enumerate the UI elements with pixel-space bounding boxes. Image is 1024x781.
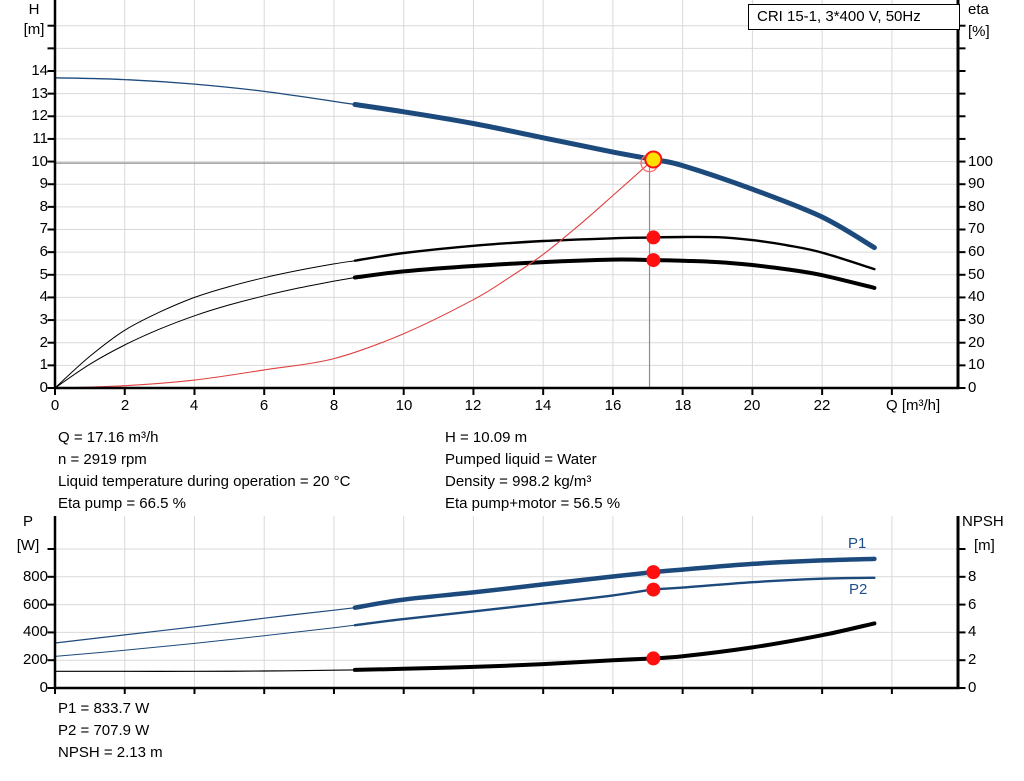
npsh-tick-label: 6 [968,596,977,613]
h-tick-label: 0 [39,379,48,396]
p2-curve-thin [54,624,355,657]
q-tick-label: 4 [189,397,199,414]
eta-pump-motor-curve-thick [352,257,877,290]
h-tick-label: 3 [39,311,48,328]
q-tick-label: 20 [743,397,761,414]
pump-title-box: CRI 15-1, 3*400 V, 50Hz [748,4,960,30]
q-tick-label: 2 [120,397,130,414]
p1-curve-thin [54,607,355,644]
head-curve-thin [54,77,355,106]
p-tick-label: 400 [22,623,48,640]
eta-tick-label: 100 [968,153,994,170]
h-tick-label: 2 [39,334,48,351]
system-curve [54,159,654,389]
eta-tick-label: 50 [968,266,985,283]
q-tick-label: 8 [329,397,339,414]
head-curve-thick [352,102,877,251]
h-tick-label: 1 [39,356,48,373]
npsh-duty-dot [646,651,661,666]
npsh-tick-label: 0 [968,679,977,696]
info-eta-total: Eta pump+motor = 56.5 % [445,495,621,512]
result-p1: P1 = 833.7 W [58,700,150,717]
h-tick-label: 5 [39,266,48,283]
eta-tick-label: 80 [968,198,985,215]
info-temperature: Liquid temperature during operation = 20… [58,473,351,490]
p-tick-label: 600 [22,596,48,613]
eta-pump-curve-thick [353,235,876,271]
eta-tick-label: 30 [968,311,985,328]
eta-tick-label: 70 [968,220,985,237]
q-axis-title: Q [m³/h] [886,397,941,414]
result-p2: P2 = 707.9 W [58,722,150,739]
npsh-curve-thin [55,669,355,672]
q-tick-label: 16 [604,397,622,414]
q-tick-label: 14 [534,397,552,414]
h-tick-label: 7 [39,220,48,237]
p1-duty-dot [646,565,661,580]
eta-pump-motor-duty-dot [646,253,661,268]
info-speed: n = 2919 rpm [58,451,147,468]
eta-axis-unit: [%] [968,23,990,40]
npsh-tick-label: 8 [968,568,977,585]
h-tick-label: 4 [39,288,48,305]
h-tick-label: 14 [31,62,48,79]
q-tick-label: 12 [464,397,482,414]
p-axis-title: P [22,513,33,530]
eta-tick-label: 90 [968,175,985,192]
h-axis-unit: [m] [23,21,45,38]
p2-curve-thick [353,576,876,627]
p2-duty-dot [646,582,661,597]
q-tick-label: 18 [674,397,692,414]
eta-axis-title: eta [968,1,989,18]
p-tick-label: 200 [22,651,48,668]
h-tick-label: 6 [39,243,48,260]
info-density: Density = 998.2 kg/m³ [445,473,592,490]
eta-pump-curve-thin [54,260,355,389]
p-axis-unit: [W] [16,537,40,554]
duty-point-marker[interactable] [644,150,663,169]
eta-tick-label: 0 [968,379,977,396]
npsh-tick-label: 2 [968,651,977,668]
p1-curve-label: P1 [848,535,867,552]
p-tick-label: 800 [22,568,48,585]
eta-pump-motor-curve-thin [54,277,355,389]
eta-tick-label: 10 [968,356,985,373]
info-q: Q = 17.16 m³/h [58,429,159,446]
info-eta-pump: Eta pump = 66.5 % [58,495,186,512]
h-axis-title: H [28,1,40,18]
info-liquid: Pumped liquid = Water [445,451,597,468]
h-tick-label: 9 [39,175,48,192]
p-tick-label: 0 [39,679,48,696]
eta-tick-label: 60 [968,243,985,260]
p1-curve-thick [352,556,877,610]
q-tick-label: 6 [259,397,269,414]
eta-pump-duty-dot [646,230,661,245]
h-tick-label: 13 [31,85,48,102]
p2-curve-label: P2 [849,581,868,598]
npsh-axis-title: NPSH [962,513,1004,530]
h-tick-label: 10 [31,153,48,170]
npsh-curve-thick [352,621,877,672]
q-tick-label: 0 [50,397,60,414]
h-tick-label: 12 [31,107,48,124]
npsh-tick-label: 4 [968,623,977,640]
result-npsh: NPSH = 2.13 m [58,744,163,761]
q-tick-label: 22 [813,397,831,414]
eta-tick-label: 40 [968,288,985,305]
npsh-axis-unit: [m] [974,537,995,554]
h-tick-label: 11 [32,130,48,147]
h-tick-label: 8 [39,198,48,215]
info-head: H = 10.09 m [445,429,528,446]
q-tick-label: 10 [395,397,413,414]
eta-tick-label: 20 [968,334,985,351]
